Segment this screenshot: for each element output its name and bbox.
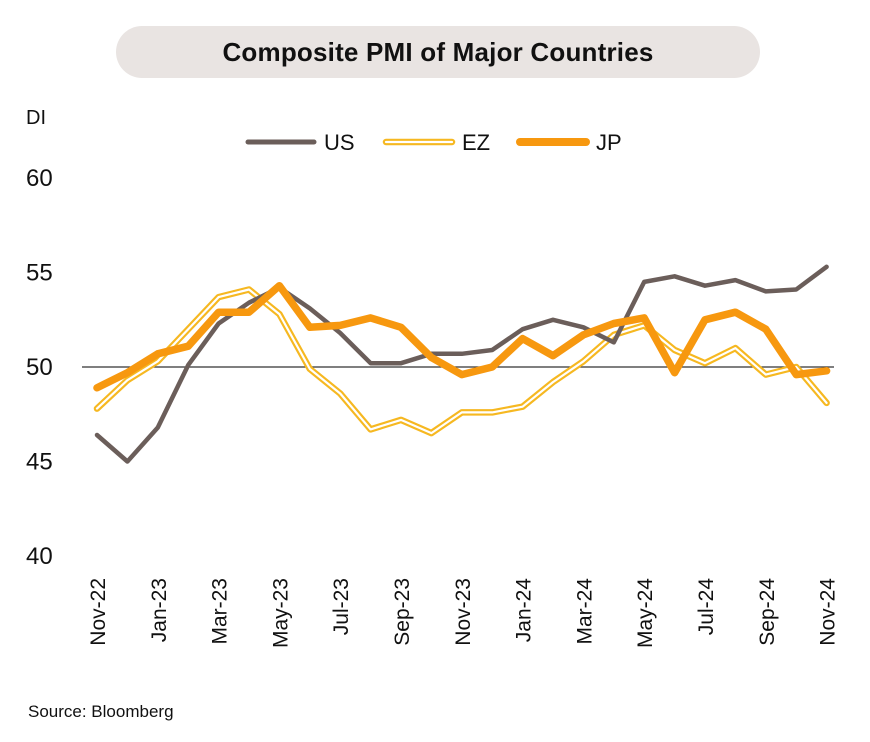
x-tick-label: Jul-23	[330, 578, 353, 635]
y-tick-label: 60	[26, 165, 53, 192]
series-jp	[93, 281, 831, 392]
legend-label: JP	[596, 130, 622, 155]
x-tick-label: Sep-24	[756, 578, 779, 646]
x-tick-label: Nov-23	[452, 578, 475, 646]
x-tick-label: Jul-24	[695, 578, 718, 636]
source-note: Source: Bloomberg	[28, 702, 174, 721]
x-tick-label: Jan-23	[148, 578, 171, 642]
x-tick-label: Mar-23	[209, 578, 232, 645]
series-layer	[93, 264, 831, 464]
x-tick-label: Nov-24	[817, 578, 840, 646]
y-tick-label: 55	[26, 260, 53, 287]
y-axis-ticks: 40 45 50 55 60	[26, 165, 53, 570]
series-ez	[93, 286, 830, 437]
y-tick-label: 50	[26, 354, 53, 381]
x-tick-label: May-24	[634, 578, 657, 648]
y-tick-label: 40	[26, 543, 53, 570]
y-axis-unit-label: DI	[26, 107, 46, 129]
y-tick-label: 45	[26, 449, 53, 476]
legend: US EZ JP	[245, 130, 622, 155]
series-us	[94, 264, 829, 464]
series-line	[93, 281, 831, 392]
series-line	[94, 264, 829, 464]
x-tick-label: Sep-23	[391, 578, 414, 646]
legend-item-ez: EZ	[382, 130, 490, 155]
legend-label: US	[324, 130, 355, 155]
chart-title: Composite PMI of Major Countries	[222, 36, 654, 67]
title-pill: Composite PMI of Major Countries	[116, 26, 760, 78]
x-tick-label: Jan-24	[513, 578, 536, 643]
x-tick-label: Mar-24	[573, 578, 596, 645]
legend-item-jp: JP	[516, 130, 622, 155]
x-axis-ticks: Nov-22 Jan-23 Mar-23 May-23 Jul-23 Sep-23 Nov-…	[87, 578, 840, 648]
legend-label: EZ	[462, 130, 490, 155]
x-tick-label: May-23	[269, 578, 292, 648]
series-line-inner	[95, 288, 828, 435]
x-tick-label: Nov-22	[87, 578, 110, 646]
legend-item-us: US	[245, 130, 355, 155]
